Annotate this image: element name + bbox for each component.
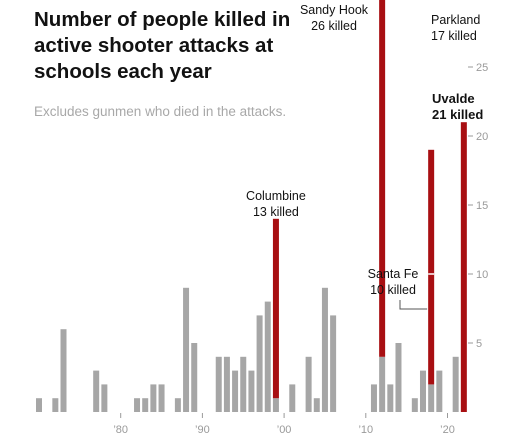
bar-other-1988 (183, 287, 190, 412)
bar-other-1999 (272, 398, 279, 412)
bar-other-2014 (395, 343, 402, 412)
bar-other-1978 (101, 384, 108, 412)
annotation-value-santa-fe: 10 killed (370, 283, 416, 297)
y-axis: 5 10 15 20 25 (468, 62, 488, 350)
bar-other-1993 (223, 356, 230, 412)
bar-highlight-2012 (379, 0, 386, 357)
bar-other-2012 (379, 356, 386, 412)
bar-other-1983 (142, 398, 149, 412)
bar-highlight-2022 (460, 122, 467, 412)
bar-other-1997 (256, 315, 263, 412)
x-axis: ’80 ’90 ’00 ’10 ’20 (113, 413, 455, 435)
bar-other-2018 (428, 384, 435, 412)
y-tick-label-15: 15 (476, 200, 488, 212)
bar-other-2019 (436, 370, 443, 412)
x-tick-label-1990: ’90 (195, 424, 210, 435)
bar-other-1992 (215, 356, 222, 412)
annotation-name-santa-fe: Santa Fe (368, 267, 419, 281)
bar-other-2005 (321, 287, 328, 412)
bar-other-1982 (134, 398, 141, 412)
annotation-name-parkland: Parkland (431, 13, 480, 27)
bar-other-1989 (191, 343, 198, 412)
bar-highlight-2018 (428, 149, 435, 385)
bar-other-1970 (36, 398, 42, 412)
bar-other-2006 (330, 315, 337, 412)
bar-other-1995 (240, 356, 247, 412)
bar-other-1972 (52, 398, 59, 412)
bar-other-1994 (232, 370, 239, 412)
x-tick-label-2010: ’10 (358, 424, 373, 435)
annotations-layer: Columbine 13 killed Sandy Hook 26 killed Par… (246, 3, 483, 310)
x-tick-label-2020: ’20 (440, 424, 455, 435)
bar-other-2016 (411, 398, 418, 412)
chart-subtitle: Excludes gunmen who died in the attacks. (34, 104, 287, 119)
bar-other-1984 (150, 384, 157, 412)
y-tick-label-10: 10 (476, 269, 488, 281)
annotation-value-sandy-hook: 26 killed (311, 19, 357, 33)
bar-other-1998 (264, 301, 271, 412)
chart-title: Number of people killed in active shoote… (34, 8, 291, 83)
bars-layer (36, 0, 467, 412)
bar-other-1985 (158, 384, 165, 412)
y-tick-label-20: 20 (476, 131, 488, 143)
annotation-value-parkland: 17 killed (431, 29, 477, 43)
bar-other-2003 (305, 356, 312, 412)
bar-other-2011 (370, 384, 377, 412)
bar-other-1987 (174, 398, 181, 412)
bar-other-2013 (387, 384, 394, 412)
annotation-value-uvalde: 21 killed (432, 107, 483, 122)
x-tick-label-2000: ’00 (277, 424, 292, 435)
bar-other-1973 (60, 329, 67, 412)
bar-other-2017 (419, 370, 426, 412)
bar-other-2004 (313, 398, 320, 412)
bar-other-1977 (93, 370, 100, 412)
y-tick-label-5: 5 (476, 338, 482, 350)
x-tick-label-1980: ’80 (113, 424, 128, 435)
annotation-name-sandy-hook: Sandy Hook (300, 3, 369, 17)
bar-other-2001 (289, 384, 296, 412)
bar-other-2021 (452, 356, 459, 412)
annotation-name-columbine: Columbine (246, 189, 306, 203)
bar-other-1996 (248, 370, 255, 412)
bar-highlight-1999 (272, 218, 279, 399)
annotation-value-columbine: 13 killed (253, 205, 299, 219)
annotation-leader-santa-fe (399, 300, 428, 310)
y-tick-label-25: 25 (476, 62, 488, 74)
annotation-name-uvalde: Uvalde (432, 91, 475, 106)
